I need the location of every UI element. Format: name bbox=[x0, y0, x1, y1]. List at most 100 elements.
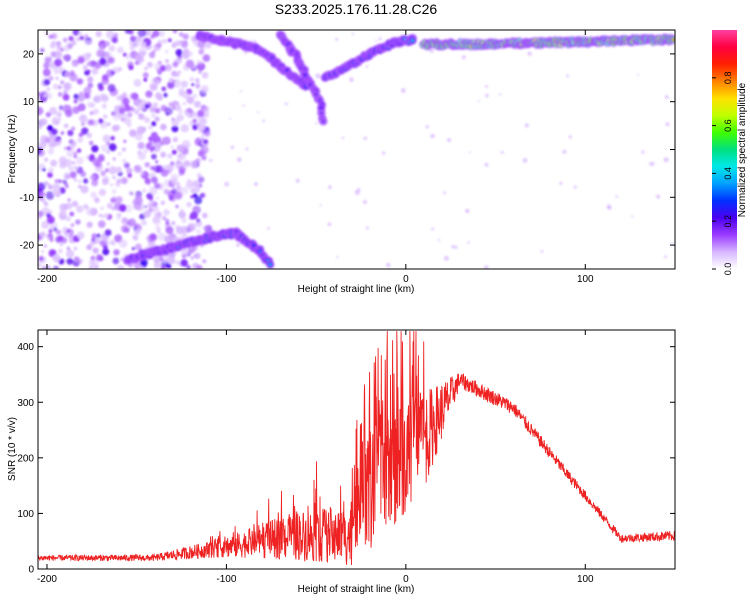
heat-cell bbox=[665, 122, 670, 127]
heat-cell bbox=[527, 51, 532, 56]
heat-cell bbox=[202, 259, 207, 264]
heat-cell bbox=[98, 154, 105, 162]
heat-cell bbox=[202, 54, 211, 62]
heat-cell bbox=[42, 68, 51, 77]
heat-cell bbox=[96, 49, 104, 58]
heat-cell bbox=[52, 187, 61, 196]
heat-cell bbox=[631, 215, 634, 218]
x-tick-label: -200 bbox=[37, 274, 57, 285]
heat-cell bbox=[284, 102, 288, 106]
heat-cell bbox=[559, 181, 563, 185]
heat-cell bbox=[127, 173, 132, 178]
heat-cell bbox=[83, 92, 90, 99]
heat-cell bbox=[137, 30, 147, 38]
heat-cell bbox=[104, 229, 112, 237]
heat-cell bbox=[670, 242, 674, 245]
heat-cell bbox=[128, 190, 133, 196]
heat-cell bbox=[77, 57, 85, 64]
heat-cell bbox=[124, 30, 131, 34]
heat-cell bbox=[203, 139, 209, 145]
heat-cell bbox=[47, 125, 53, 131]
heat-cell bbox=[58, 156, 67, 165]
heat-cell bbox=[92, 247, 99, 254]
heat-cell bbox=[201, 85, 209, 93]
heat-cell bbox=[108, 45, 116, 52]
heat-cell bbox=[47, 236, 51, 240]
heat-cell bbox=[130, 106, 135, 112]
heat-cell bbox=[102, 134, 111, 143]
heat-cell bbox=[89, 241, 95, 247]
heat-cell bbox=[157, 39, 163, 45]
heat-cell bbox=[154, 142, 160, 148]
heat-cell bbox=[112, 112, 121, 121]
heat-cell bbox=[43, 78, 51, 86]
heat-cell bbox=[484, 162, 489, 167]
heat-cell bbox=[170, 161, 175, 166]
heat-cell bbox=[115, 166, 122, 173]
heat-cell bbox=[120, 257, 124, 262]
heat-cell bbox=[90, 175, 96, 181]
heat-cell bbox=[180, 124, 189, 133]
heat-cell bbox=[121, 147, 127, 152]
heat-cell bbox=[321, 119, 325, 123]
heat-cell bbox=[107, 56, 115, 64]
y-tick-label: -10 bbox=[20, 193, 35, 204]
x-tick-label: 100 bbox=[577, 574, 594, 585]
heat-cell bbox=[351, 32, 355, 36]
heat-cell bbox=[87, 101, 93, 108]
heat-cell bbox=[349, 77, 354, 82]
heat-cell bbox=[500, 150, 504, 154]
heat-cell bbox=[111, 124, 119, 132]
heat-cell bbox=[124, 105, 132, 112]
colorbar-tick-label: 0.8 bbox=[723, 72, 733, 85]
heat-cell bbox=[664, 95, 669, 99]
heat-cell bbox=[40, 48, 45, 53]
heat-cell bbox=[176, 144, 185, 153]
heat-cell bbox=[112, 175, 116, 180]
heat-cell bbox=[160, 265, 166, 269]
colorbar-label: Normalized spectral amplitude bbox=[737, 82, 748, 217]
heat-cell bbox=[88, 259, 95, 266]
heat-cell bbox=[105, 168, 109, 173]
heat-cell bbox=[172, 79, 176, 83]
heat-cell bbox=[62, 37, 68, 43]
heat-cell bbox=[573, 185, 577, 189]
heat-cell bbox=[160, 123, 167, 131]
heat-cell bbox=[204, 130, 211, 137]
heat-cell bbox=[80, 171, 87, 178]
colorbar: 0.0 0.2 0.4 0.6 0.8 Normalized spectral ampl… bbox=[712, 30, 748, 275]
heat-cell bbox=[91, 145, 99, 153]
heat-cell bbox=[41, 265, 47, 269]
heat-cell bbox=[153, 216, 160, 223]
heat-cell bbox=[197, 110, 205, 118]
heat-cell bbox=[196, 122, 201, 127]
heat-cell bbox=[124, 117, 132, 125]
heat-cell bbox=[540, 249, 544, 253]
heat-cell bbox=[146, 61, 153, 68]
heat-cell bbox=[57, 85, 62, 90]
heat-cell bbox=[149, 197, 154, 202]
heat-cell bbox=[190, 256, 194, 260]
heat-cell bbox=[194, 196, 203, 205]
heat-cell bbox=[193, 186, 201, 193]
heat-cell bbox=[171, 118, 180, 127]
heat-cell bbox=[183, 160, 191, 167]
heat-cell bbox=[362, 199, 368, 205]
heat-cell bbox=[133, 228, 141, 235]
heat-cell bbox=[72, 106, 80, 114]
heat-cell bbox=[163, 188, 170, 195]
heat-cell bbox=[71, 200, 79, 207]
heat-cell bbox=[67, 159, 71, 164]
heat-cell bbox=[129, 92, 137, 100]
heat-cell bbox=[615, 195, 618, 198]
heat-cell bbox=[73, 93, 79, 100]
heat-cell bbox=[164, 235, 173, 244]
heat-cell bbox=[102, 176, 110, 183]
heat-cell bbox=[141, 219, 147, 226]
x-tick-label: -200 bbox=[37, 574, 57, 585]
heat-cell bbox=[50, 40, 57, 47]
heat-cell bbox=[96, 233, 101, 238]
heat-cell bbox=[400, 88, 406, 93]
heat-cell bbox=[47, 172, 53, 178]
heat-cell bbox=[192, 193, 198, 198]
